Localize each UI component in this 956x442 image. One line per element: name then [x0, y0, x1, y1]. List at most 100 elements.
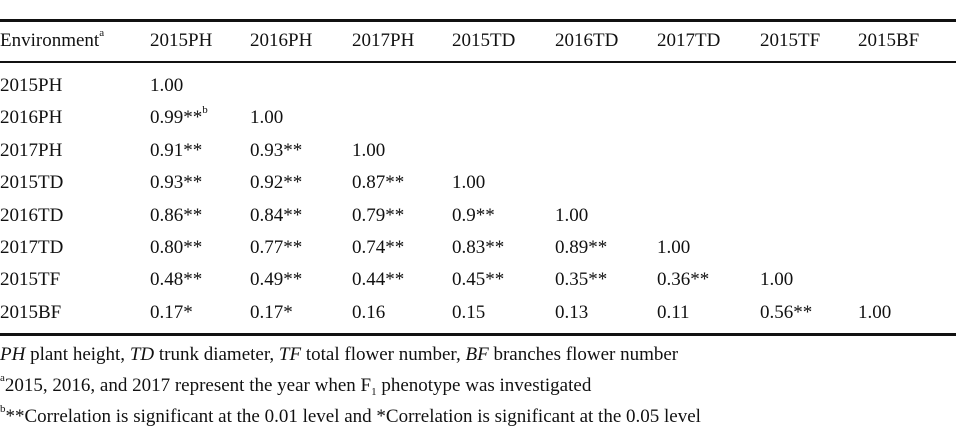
- table-cell: 1.00: [352, 140, 385, 162]
- footnote-mark: b: [0, 403, 6, 415]
- row-label: 2016TD: [0, 205, 63, 227]
- column-header: 2015BF: [858, 30, 919, 52]
- cell-text: 2016TD: [0, 204, 64, 226]
- abbr: TD: [129, 344, 155, 365]
- cell-text: 0.83**: [452, 237, 505, 258]
- footnote-mark: a: [0, 372, 5, 384]
- cell-text: 0.35**: [555, 269, 608, 291]
- cell-text: Environment: [0, 30, 100, 51]
- cell-text: 0.36**: [657, 269, 710, 291]
- cell-text: 0.93**: [250, 139, 303, 161]
- cell-text: 0.93**: [150, 172, 203, 194]
- table-cell: 1.00: [150, 75, 183, 97]
- cell-text: 0.17*: [150, 301, 193, 323]
- table-cell: 0.45**: [452, 269, 504, 291]
- row-label: 2017PH: [0, 140, 62, 162]
- table-cell: 1.00: [555, 205, 588, 227]
- cell-text: 0.91**: [150, 139, 203, 161]
- table-cell: 0.36**: [657, 269, 709, 291]
- abbr: PH: [0, 344, 26, 365]
- table-cell: 0.13: [555, 302, 588, 324]
- cell-text: 2016PH: [250, 30, 313, 51]
- row-label: 2016PH: [0, 107, 62, 129]
- column-header: 2017PH: [352, 30, 414, 52]
- table-cell: 1.00: [760, 269, 793, 291]
- table-cell: 0.44**: [352, 269, 404, 291]
- abbr-text: total flower number,: [301, 344, 466, 365]
- cell-text: 0.79**: [352, 204, 405, 226]
- cell-text: 1.00: [352, 139, 386, 161]
- cell-text: 1.00: [760, 269, 794, 291]
- cell-text: 2015TF: [0, 269, 61, 291]
- cell-text: 0.13: [555, 301, 589, 323]
- cell-text: 0.86**: [150, 204, 203, 226]
- row-label: 2015TF: [0, 269, 60, 291]
- abbr: TF: [278, 344, 302, 365]
- column-header: 2015TF: [760, 30, 820, 52]
- abbr-text: trunk diameter,: [154, 344, 279, 365]
- table-cell: 0.91**: [150, 140, 202, 162]
- footnote-b: b**Correlation is significant at the 0.0…: [0, 403, 701, 428]
- abbr: BF: [465, 344, 489, 365]
- subscript: 1: [371, 386, 377, 398]
- row-label: 2017TD: [0, 237, 63, 259]
- cell-text: 2015TD: [0, 172, 64, 194]
- column-header: 2016TD: [555, 30, 618, 52]
- header-rule: [0, 61, 956, 63]
- cell-text: 0.17*: [250, 301, 293, 323]
- table-cell: 0.83**: [452, 237, 504, 259]
- table-cell: 0.56**: [760, 302, 812, 324]
- cell-text: 2015BF: [858, 30, 920, 51]
- footnote-mark: b: [202, 104, 208, 117]
- cell-text: 2015TD: [452, 30, 516, 51]
- cell-text: 0.48**: [150, 269, 203, 291]
- table-cell: 0.99**b: [150, 104, 208, 129]
- cell-text: 0.49**: [250, 269, 303, 291]
- cell-text: 0.80**: [150, 237, 203, 258]
- column-header: 2016PH: [250, 30, 312, 52]
- table-cell: 0.93**: [150, 172, 202, 194]
- cell-text: 2016PH: [0, 107, 63, 129]
- table-cell: 0.35**: [555, 269, 607, 291]
- table-cell: 0.9**: [452, 205, 495, 227]
- footnote-text: 2015, 2016, and 2017 represent the year …: [4, 375, 372, 396]
- cell-text: 1.00: [555, 204, 589, 226]
- cell-text: 0.16: [352, 301, 386, 323]
- column-header: 2017TD: [657, 30, 720, 52]
- cell-text: 1.00: [657, 237, 691, 258]
- cell-text: 0.99**: [150, 107, 203, 129]
- cell-text: 2017TD: [0, 237, 64, 258]
- cell-text: 2015BF: [0, 301, 62, 323]
- cell-text: 2016TD: [555, 30, 619, 51]
- abbr-text: plant height,: [25, 344, 130, 365]
- table-cell: 0.11: [657, 302, 690, 324]
- cell-text: 0.77**: [250, 237, 303, 258]
- table-cell: 1.00: [452, 172, 485, 194]
- cell-text: 2015PH: [150, 30, 213, 51]
- table-cell: 0.89**: [555, 237, 607, 259]
- table-cell: 0.79**: [352, 205, 404, 227]
- row-label: 2015PH: [0, 75, 62, 97]
- row-label: 2015BF: [0, 302, 61, 324]
- column-header: 2015PH: [150, 30, 212, 52]
- cell-text: 2017PH: [0, 139, 63, 161]
- abbreviation-note: PH plant height, TD trunk diameter, TF t…: [0, 344, 678, 366]
- table-cell: 0.80**: [150, 237, 202, 259]
- cell-text: 0.87**: [352, 172, 405, 194]
- cell-text: 0.84**: [250, 204, 303, 226]
- cell-text: 0.15: [452, 301, 486, 323]
- footnote-text: **Correlation is significant at the 0.01…: [5, 406, 701, 427]
- cell-text: 2015TF: [760, 30, 821, 51]
- cell-text: 0.9**: [452, 204, 495, 226]
- cell-text: 0.44**: [352, 269, 405, 291]
- bottom-rule: [0, 333, 956, 336]
- cell-text: 0.45**: [452, 269, 505, 291]
- table-cell: 1.00: [858, 302, 891, 324]
- abbr-text: branches flower number: [488, 344, 679, 365]
- table-cell: 1.00: [657, 237, 690, 259]
- table-cell: 0.48**: [150, 269, 202, 291]
- table-cell: 0.17*: [150, 302, 193, 324]
- table-cell: 0.93**: [250, 140, 302, 162]
- top-rule: [0, 19, 956, 22]
- table-cell: 0.16: [352, 302, 385, 324]
